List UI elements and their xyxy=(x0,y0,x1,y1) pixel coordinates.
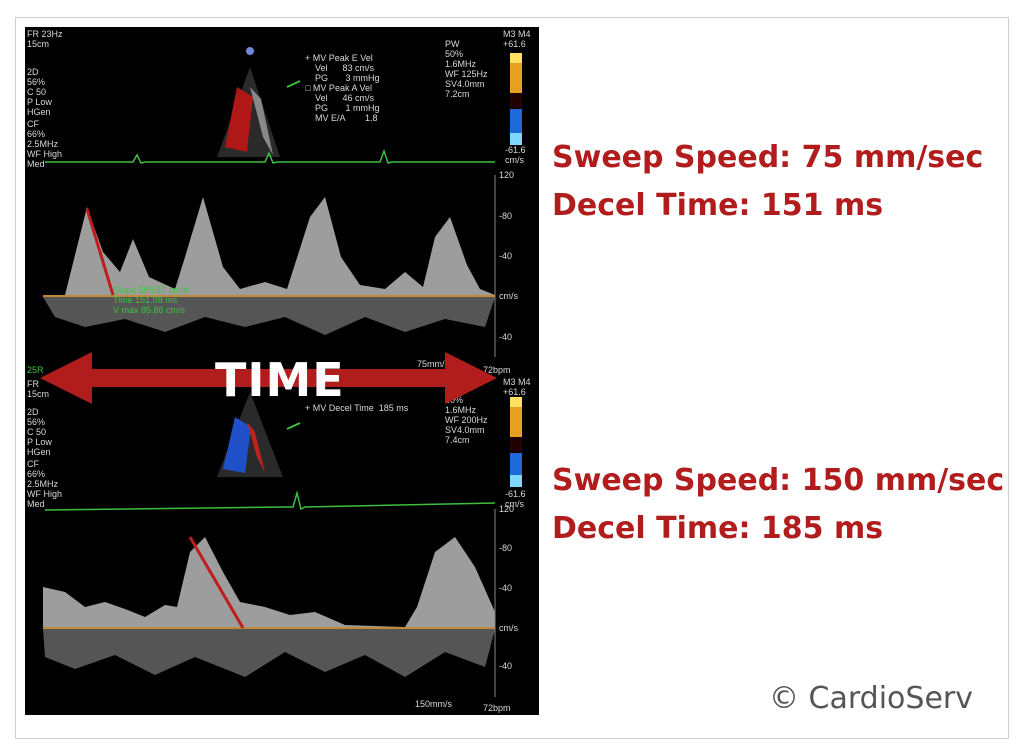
scale-80-bottom: -80 xyxy=(499,543,513,553)
caption-bottom-sweep-speed: Sweep Speed: 150 mm/sec xyxy=(552,463,1005,498)
heart-rate-label-top: 72bpm xyxy=(483,365,511,375)
color-flow-blue-bottom xyxy=(223,417,251,473)
slope-readout-top: Slope 568.57 cm/s² Time 151.08 ms V max … xyxy=(113,285,191,315)
scale-120-top: 120 xyxy=(499,170,515,180)
caption-bottom-decel-time: Decel Time: 185 ms xyxy=(552,511,884,546)
color-flow-top xyxy=(225,87,253,152)
settings-2d-top: 2D 56% C 50 P Low HGen xyxy=(27,67,52,117)
scale-80-top: -80 xyxy=(499,211,513,221)
spectral-reverse-bottom xyxy=(43,629,495,677)
decel-slope-line-top xyxy=(85,208,115,296)
scale-unit-top: cm/s xyxy=(499,291,518,301)
colorbar-bottom-label-top: -61.6 cm/s xyxy=(505,145,526,165)
ecg-trace-bottom xyxy=(44,490,496,511)
frame-rate-label-bottom: FR 15cm xyxy=(27,379,50,399)
time-label: TIME xyxy=(215,353,345,407)
spectral-doppler-bottom xyxy=(43,537,495,627)
scale-120-bottom: 120 xyxy=(499,504,515,514)
settings-cf-bottom: CF 66% 2.5MHz WF High Med xyxy=(27,459,63,509)
spectral-reverse-top xyxy=(43,297,495,335)
color-flow-red-bottom xyxy=(247,422,265,473)
scale-neg40-top: -40 xyxy=(499,332,513,342)
scale-unit-bottom: cm/s xyxy=(499,623,518,633)
scale-40-bottom: -40 xyxy=(499,583,513,593)
corner-label-top: 25R xyxy=(27,365,44,375)
doppler-graphics-bottom xyxy=(43,392,522,697)
measurements-top: + MV Peak E Vel Vel 83 cm/s PG 3 mmHg □ … xyxy=(305,53,380,123)
caption-top-sweep-speed: Sweep Speed: 75 mm/sec xyxy=(552,140,984,175)
sweep-speed-label-bottom: 150mm/s xyxy=(415,699,453,709)
doppler-panel-75mm: FR 23Hz 15cm 2D 56% C 50 P Low HGen CF 6… xyxy=(25,27,539,377)
settings-cf-top: CF 66% 2.5MHz WF High Med xyxy=(27,119,63,169)
heart-rate-label-bottom: 72bpm xyxy=(483,703,511,713)
colorbar-bottom-label-bottom: -61.6 cm/s xyxy=(505,489,526,509)
sample-gate-top xyxy=(286,80,301,88)
decel-slope-line-bottom xyxy=(188,536,245,629)
pw-settings-bottom: PW 50% 1.6MHz WF 200Hz SV4.0mm 7.4cm xyxy=(445,385,488,445)
echo-wall-top xyxy=(250,87,273,155)
sample-gate-bottom xyxy=(286,422,301,430)
pw-settings-top: PW 50% 1.6MHz WF 125Hz SV4.0mm 7.2cm xyxy=(445,39,488,99)
scale-40-top: -40 xyxy=(499,251,513,261)
spectral-doppler-top xyxy=(43,197,495,295)
measurements-bottom: + MV Decel Time 185 ms xyxy=(305,403,409,413)
colorbar-top-label-bottom: M3 M4 +61.6 xyxy=(503,377,531,397)
settings-2d-bottom: 2D 56% C 50 P Low HGen xyxy=(27,407,52,457)
caption-top-decel-time: Decel Time: 151 ms xyxy=(552,188,884,223)
orientation-marker-top xyxy=(246,47,254,55)
doppler-panel-150mm: FR 15cm 2D 56% C 50 P Low HGen CF 66% 2.… xyxy=(25,377,539,715)
copyright-notice: © CardioServ xyxy=(769,681,973,716)
sweep-speed-label-top: 75mm/s xyxy=(417,359,450,369)
ecg-trace-top xyxy=(45,148,495,164)
scale-neg40-bottom: -40 xyxy=(499,661,513,671)
colorbar-top-label-top: M3 M4 +61.6 xyxy=(503,29,531,49)
doppler-graphics-top xyxy=(43,47,522,357)
frame-rate-label-top: FR 23Hz 15cm xyxy=(27,29,63,49)
